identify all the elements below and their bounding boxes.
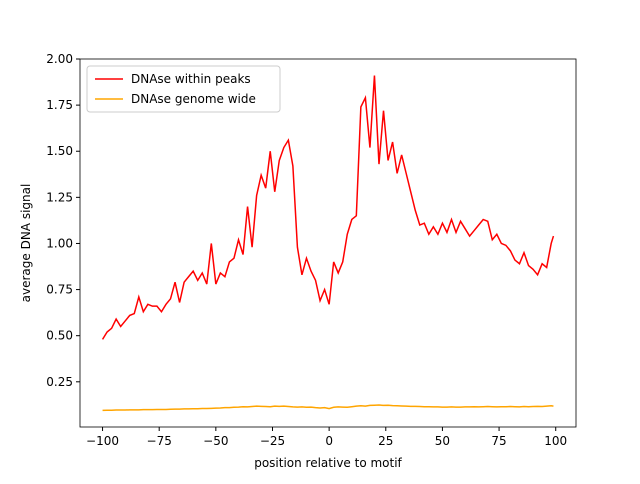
y-tick-label: 1.25 [46, 190, 73, 204]
x-tick-label: 100 [544, 434, 567, 448]
x-tick-label: 75 [491, 434, 506, 448]
y-tick-label: 1.00 [46, 236, 73, 250]
y-tick-label: 0.75 [46, 283, 73, 297]
y-tick-label: 1.50 [46, 144, 73, 158]
x-tick-label: 50 [435, 434, 450, 448]
y-tick-label: 1.75 [46, 98, 73, 112]
legend-box [86, 65, 281, 113]
data-line [101, 75, 555, 340]
y-tick-label: 0.50 [46, 329, 73, 343]
legend-label: DNAse within peaks [131, 72, 251, 86]
x-tick-label: −25 [260, 434, 285, 448]
x-tick-label: 25 [378, 434, 393, 448]
plot-frame [79, 58, 577, 428]
x-tick-label: −75 [147, 434, 172, 448]
x-tick-label: −50 [203, 434, 228, 448]
x-tick-label: 0 [325, 434, 333, 448]
y-tick-label: 2.00 [46, 52, 73, 66]
y-tick-label: 0.25 [46, 375, 73, 389]
y-axis-label: average DNA signal [19, 184, 33, 303]
x-axis-label: position relative to motif [254, 456, 402, 470]
x-tick-label: −100 [86, 434, 119, 448]
data-line [102, 404, 554, 412]
legend-label: DNAse genome wide [131, 92, 256, 106]
